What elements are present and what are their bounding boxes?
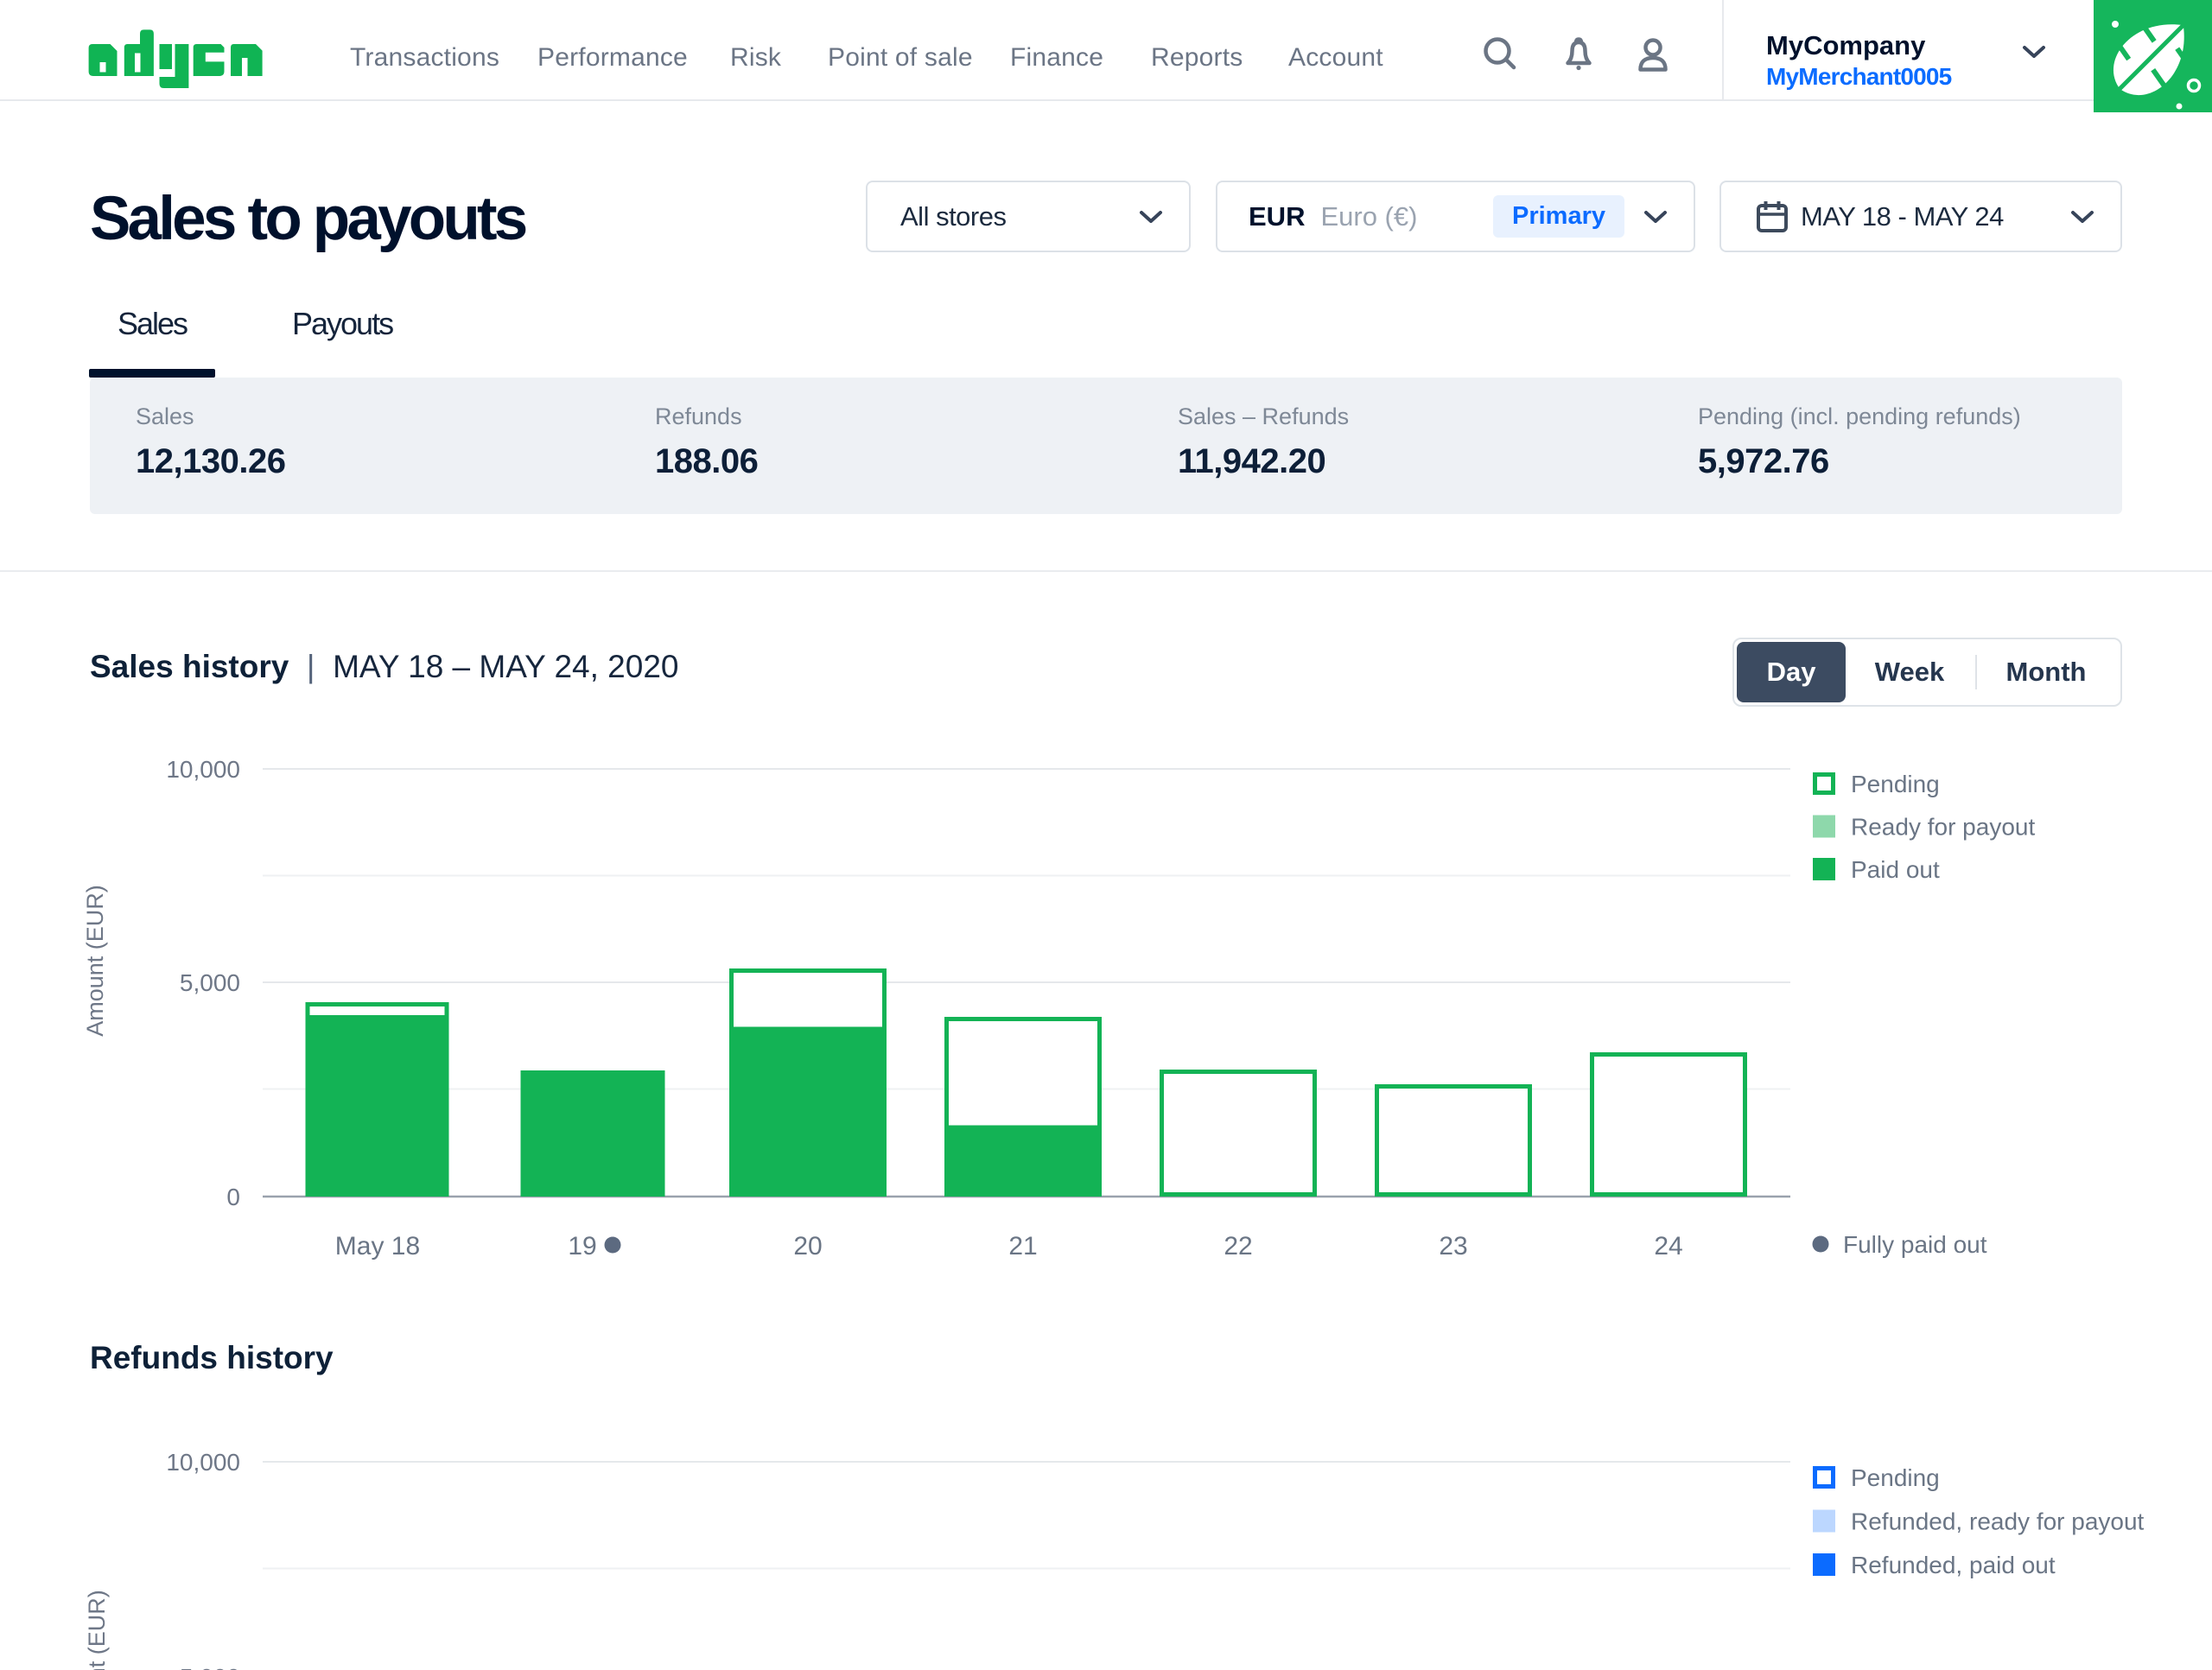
- svg-text:19: 19: [568, 1232, 596, 1260]
- svg-text:10,000: 10,000: [166, 756, 240, 783]
- svg-text:Refunded, paid out: Refunded, paid out: [1851, 1552, 2056, 1578]
- svg-text:Pending: Pending: [1851, 771, 1940, 797]
- svg-text:Fully paid out: Fully paid out: [1843, 1231, 1987, 1258]
- svg-text:5,000: 5,000: [180, 969, 240, 996]
- svg-text:Amount (EUR): Amount (EUR): [84, 1590, 110, 1670]
- svg-text:Refunded, ready for payout: Refunded, ready for payout: [1851, 1508, 2145, 1535]
- svg-text:0: 0: [226, 1184, 240, 1210]
- svg-text:Paid out: Paid out: [1851, 856, 1940, 883]
- svg-text:21: 21: [1008, 1232, 1037, 1260]
- svg-text:24: 24: [1654, 1232, 1682, 1260]
- svg-text:23: 23: [1439, 1232, 1467, 1260]
- svg-text:May 18: May 18: [335, 1232, 420, 1260]
- svg-text:20: 20: [793, 1232, 822, 1260]
- svg-text:Amount (EUR): Amount (EUR): [82, 885, 108, 1037]
- svg-text:22: 22: [1224, 1232, 1252, 1260]
- svg-text:10,000: 10,000: [166, 1449, 240, 1476]
- svg-text:Pending: Pending: [1851, 1464, 1940, 1491]
- svg-text:5,000: 5,000: [180, 1664, 240, 1670]
- svg-text:Ready for payout: Ready for payout: [1851, 814, 2035, 841]
